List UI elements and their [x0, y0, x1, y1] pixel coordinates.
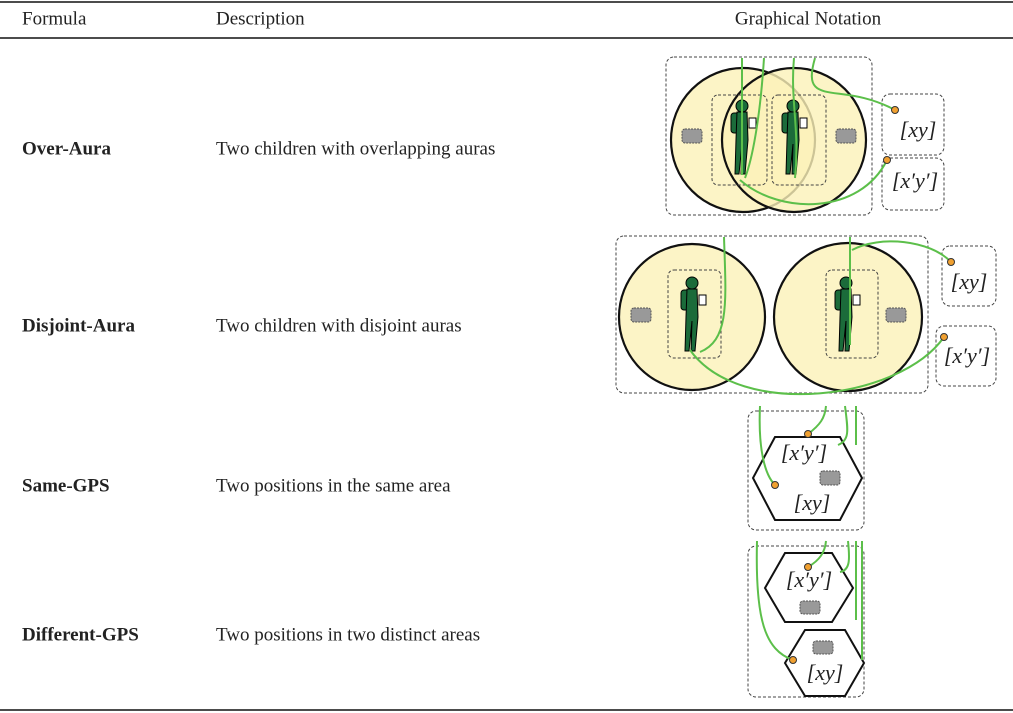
notation-label: [x′y′] [781, 440, 827, 465]
diagram: [xy] [x′y′] [615, 235, 997, 396]
diagram: [x′y′] [xy] [747, 540, 866, 698]
notation-label: [x′y′] [786, 567, 832, 592]
description: Two positions in two distinct areas [216, 624, 480, 645]
notation-label: [xy] [951, 269, 988, 294]
notation-label: [x′y′] [892, 168, 938, 193]
description: Two children with disjoint auras [216, 315, 462, 336]
notation-label: [xy] [900, 117, 937, 142]
diagram: [xy] [x′y′] [665, 56, 945, 216]
header: Formula [22, 8, 87, 29]
notation-label: [x′y′] [944, 343, 990, 368]
formula: Over-Aura [22, 138, 111, 159]
formula: Same-GPS [22, 475, 110, 496]
notation-label: [xy] [794, 490, 831, 515]
notation-label: [xy] [807, 660, 844, 685]
formula: Different-GPS [22, 624, 139, 645]
header: Graphical Notation [735, 8, 882, 29]
description: Two children with overlapping auras [216, 138, 495, 159]
description: Two positions in the same area [216, 475, 451, 496]
header: Description [216, 8, 305, 29]
formula: Disjoint-Aura [22, 315, 135, 336]
diagram: [x′y′] [xy] [747, 405, 865, 531]
